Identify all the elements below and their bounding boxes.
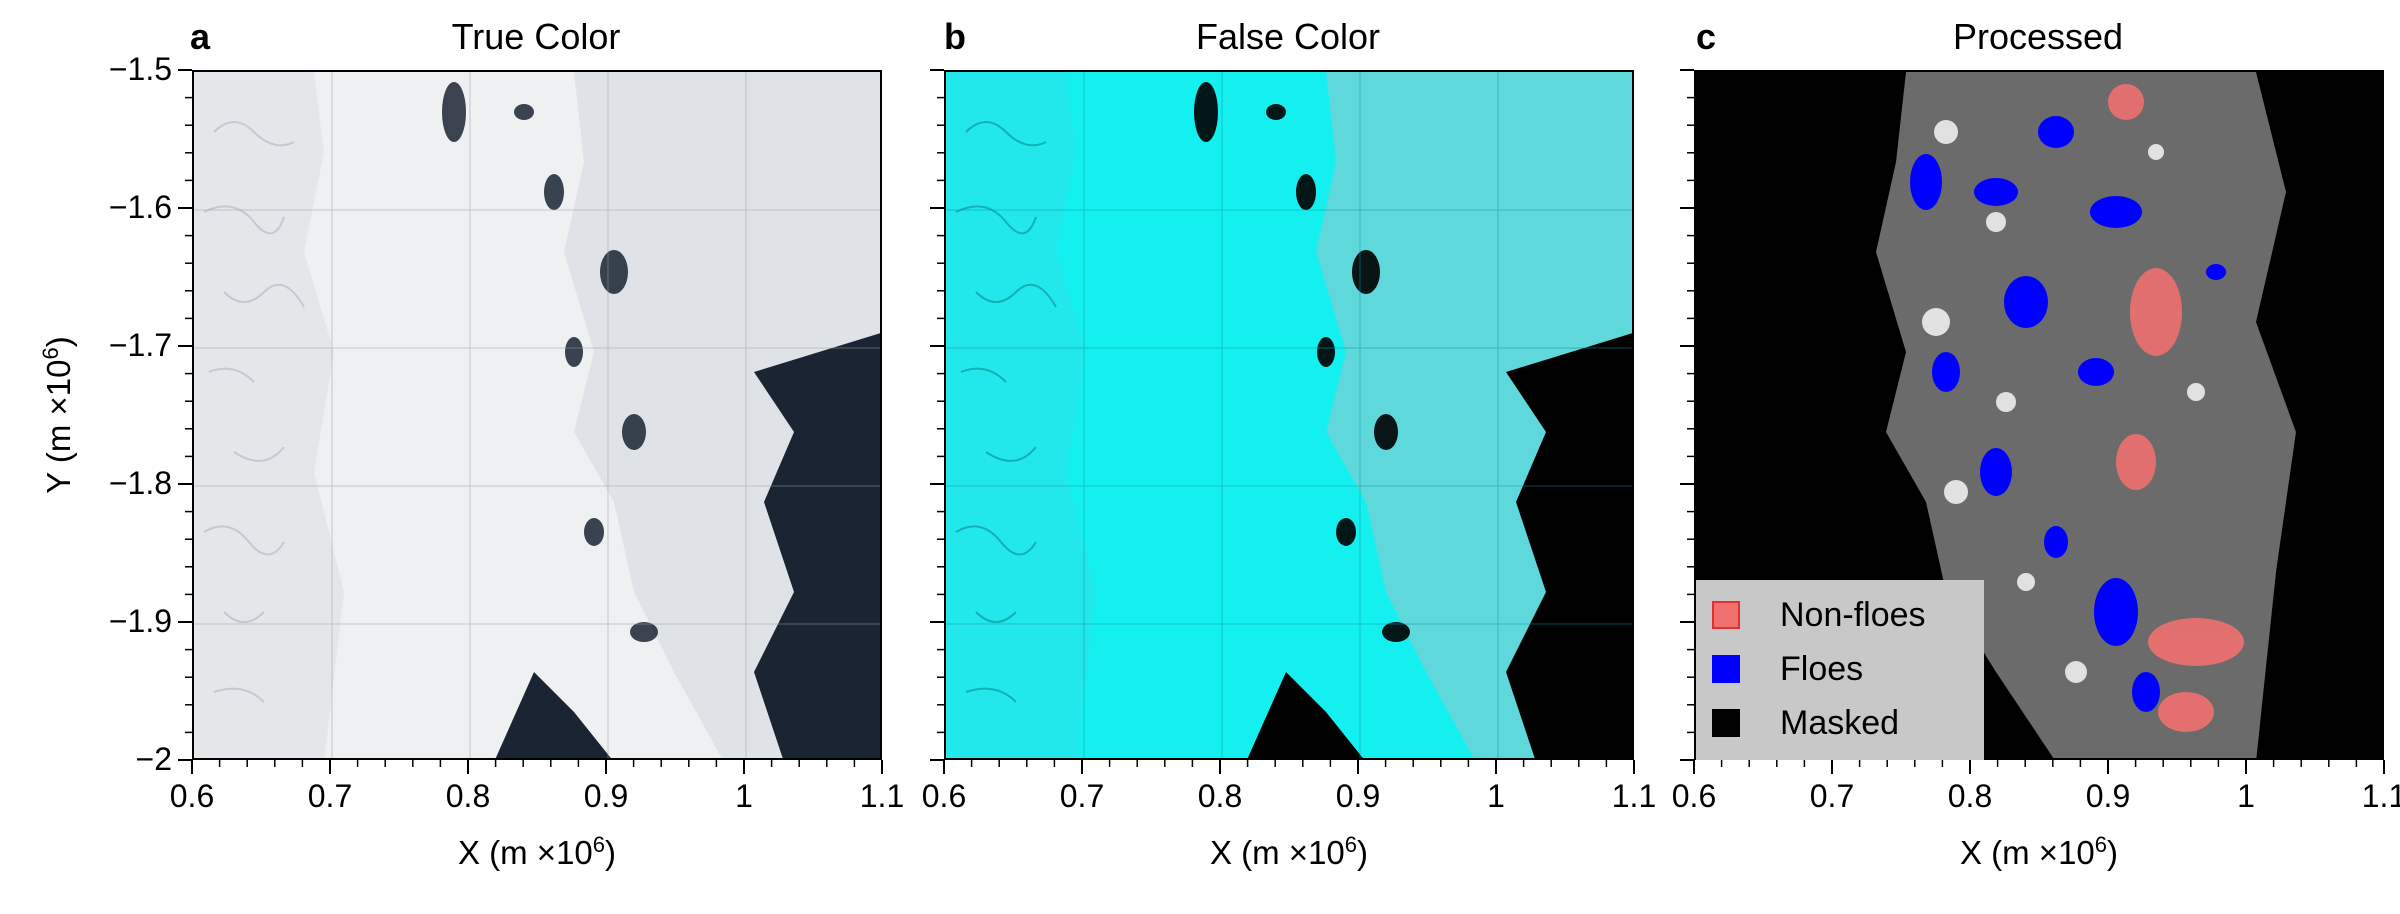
panel-a-title: True Color <box>451 16 621 57</box>
panel-b-letter: b <box>944 16 966 57</box>
x-tick-label-c-2: 0.8 <box>1947 778 1993 814</box>
y-tick-label-1: −1.6 <box>108 189 172 225</box>
legend-swatch-floes <box>1712 655 1740 683</box>
x-tick-label-c-3: 0.9 <box>2085 778 2131 814</box>
x-tick-label-c-0: 0.6 <box>1671 778 1717 814</box>
legend-swatch-masked <box>1712 709 1740 737</box>
legend-item-floes: Floes <box>1712 642 1968 696</box>
y-label-suffix: ) <box>40 336 77 348</box>
y-tick-label-4: −1.9 <box>108 603 172 639</box>
panel-c-letter: c <box>1696 16 1717 57</box>
x-tick-label-a-4: 1 <box>735 778 753 814</box>
x-axis-label-c: X (m ×106) <box>1694 832 2384 872</box>
x-label-prefix-c: X (m ×10 <box>1959 834 2095 871</box>
y-tick-label-5: −2 <box>135 741 172 777</box>
x-label-exp-a: 6 <box>592 832 606 857</box>
x-tick-label-b-2: 0.8 <box>1197 778 1243 814</box>
legend-item-masked: Masked <box>1712 696 1968 750</box>
legend-swatch-non-floes <box>1712 601 1740 629</box>
x-label-suffix-b: ) <box>1357 834 1369 871</box>
x-label-exp-c: 6 <box>2094 832 2108 857</box>
x-tick-label-c-1: 0.7 <box>1809 778 1855 814</box>
x-label-suffix-c: ) <box>2107 834 2119 871</box>
y-tick-label-2: −1.7 <box>108 327 172 363</box>
y-axis-label: Y (m ×106) <box>38 295 78 535</box>
panel-a-letter: a <box>190 16 211 57</box>
x-tick-label-a-2: 0.8 <box>445 778 491 814</box>
panel-b-title: False Color <box>1195 16 1381 57</box>
x-axis-label-a: X (m ×106) <box>192 832 882 872</box>
x-tick-label-b-4: 1 <box>1487 778 1505 814</box>
legend-item-non-floes: Non-floes <box>1712 588 1968 642</box>
y-tick-label-3: −1.8 <box>108 465 172 501</box>
x-tick-label-a-5: 1.1 <box>859 778 905 814</box>
legend-label-non-floes: Non-floes <box>1780 595 1926 634</box>
x-tick-label-b-0: 0.6 <box>921 778 967 814</box>
x-tick-label-b-3: 0.9 <box>1335 778 1381 814</box>
y-tick-label-0: −1.5 <box>108 51 172 87</box>
x-tick-label-a-3: 0.9 <box>583 778 629 814</box>
x-label-exp-b: 6 <box>1344 832 1358 857</box>
x-tick-label-a-0: 0.6 <box>169 778 215 814</box>
legend-label-masked: Masked <box>1780 703 1900 742</box>
x-label-prefix-b: X (m ×10 <box>1209 834 1345 871</box>
panel-a-image <box>192 70 882 760</box>
panel-b-image <box>944 70 1634 760</box>
legend-label-floes: Floes <box>1780 649 1864 688</box>
x-tick-label-b-5: 1.1 <box>1611 778 1657 814</box>
x-tick-label-c-5: 1.1 <box>2361 778 2400 814</box>
y-label-exp: 6 <box>38 347 63 360</box>
panel-c-title: Processed <box>1952 16 2124 57</box>
y-label-prefix: Y (m ×10 <box>40 359 77 494</box>
legend: Non-floes Floes Masked <box>1696 580 1984 760</box>
x-tick-label-c-4: 1 <box>2237 778 2255 814</box>
x-label-prefix-a: X (m ×10 <box>457 834 593 871</box>
x-tick-label-a-1: 0.7 <box>307 778 353 814</box>
x-axis-label-b: X (m ×106) <box>944 832 1634 872</box>
x-label-suffix-a: ) <box>605 834 617 871</box>
x-tick-label-b-1: 0.7 <box>1059 778 1105 814</box>
